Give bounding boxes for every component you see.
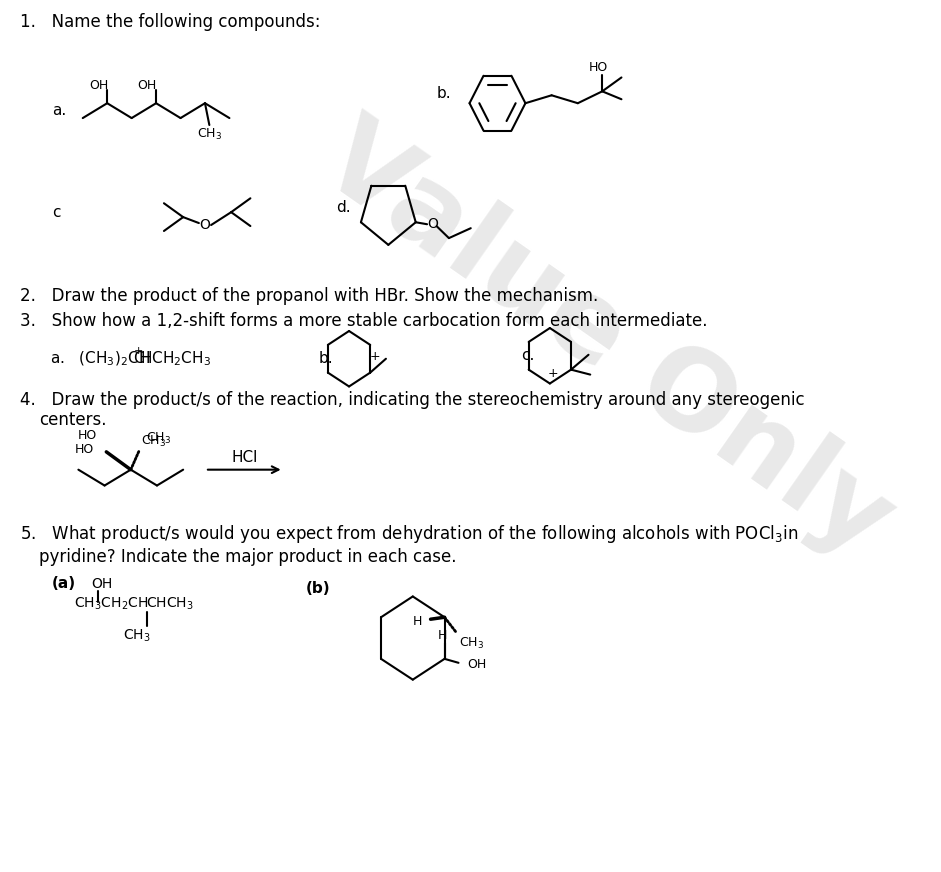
Text: O: O: [427, 217, 438, 231]
Text: H: H: [412, 615, 422, 628]
Text: CH$_3$: CH$_3$: [147, 431, 171, 446]
Text: 3.   Show how a 1,2-shift forms a more stable carbocation form each intermediate: 3. Show how a 1,2-shift forms a more sta…: [20, 312, 708, 330]
Text: b.: b.: [318, 351, 333, 366]
Text: CH$_3$CH$_2$CH: CH$_3$CH$_2$CH: [74, 596, 149, 611]
Text: CH$_3$: CH$_3$: [123, 628, 151, 644]
Text: 1.   Name the following compounds:: 1. Name the following compounds:: [20, 13, 320, 31]
Text: (a): (a): [52, 576, 76, 591]
Text: a.   (CH$_3$)$_2$CH: a. (CH$_3$)$_2$CH: [50, 350, 150, 368]
Text: CH$_3$: CH$_3$: [458, 636, 484, 651]
Text: +: +: [134, 346, 143, 356]
Text: (b): (b): [306, 581, 330, 596]
Text: CHCH$_3$: CHCH$_3$: [146, 596, 193, 611]
Text: 2.   Draw the product of the propanol with HBr. Show the mechanism.: 2. Draw the product of the propanol with…: [20, 288, 598, 305]
Text: OH: OH: [137, 78, 157, 92]
Text: HCH$_2$CH$_3$: HCH$_2$CH$_3$: [140, 350, 212, 368]
Text: OH: OH: [91, 576, 113, 590]
Text: HCl: HCl: [231, 450, 258, 466]
Text: 4.   Draw the product/s of the reaction, indicating the stereochemistry around a: 4. Draw the product/s of the reaction, i…: [20, 392, 805, 409]
Text: pyridine? Indicate the major product in each case.: pyridine? Indicate the major product in …: [40, 548, 456, 566]
Text: CH$_3$: CH$_3$: [141, 434, 167, 449]
Text: H: H: [439, 629, 448, 642]
Text: +: +: [548, 367, 559, 380]
Text: b.: b.: [437, 85, 451, 101]
Text: c.: c.: [521, 348, 534, 364]
Text: OH: OH: [88, 78, 108, 92]
Text: Value Only: Value Only: [301, 105, 912, 577]
Text: 5.   What product/s would you expect from dehydration of the following alcohols : 5. What product/s would you expect from …: [20, 523, 798, 545]
Text: a.: a.: [52, 103, 67, 118]
Text: C: C: [134, 351, 144, 366]
Text: CH$_3$: CH$_3$: [197, 127, 222, 142]
Text: +: +: [369, 351, 380, 364]
Text: centers.: centers.: [40, 412, 106, 429]
Text: HO: HO: [75, 443, 94, 456]
Text: O: O: [199, 218, 211, 232]
Text: d.: d.: [336, 200, 351, 215]
Text: OH: OH: [468, 658, 486, 671]
Text: HO: HO: [77, 428, 97, 441]
Text: c: c: [52, 205, 60, 220]
Text: HO: HO: [588, 61, 608, 74]
